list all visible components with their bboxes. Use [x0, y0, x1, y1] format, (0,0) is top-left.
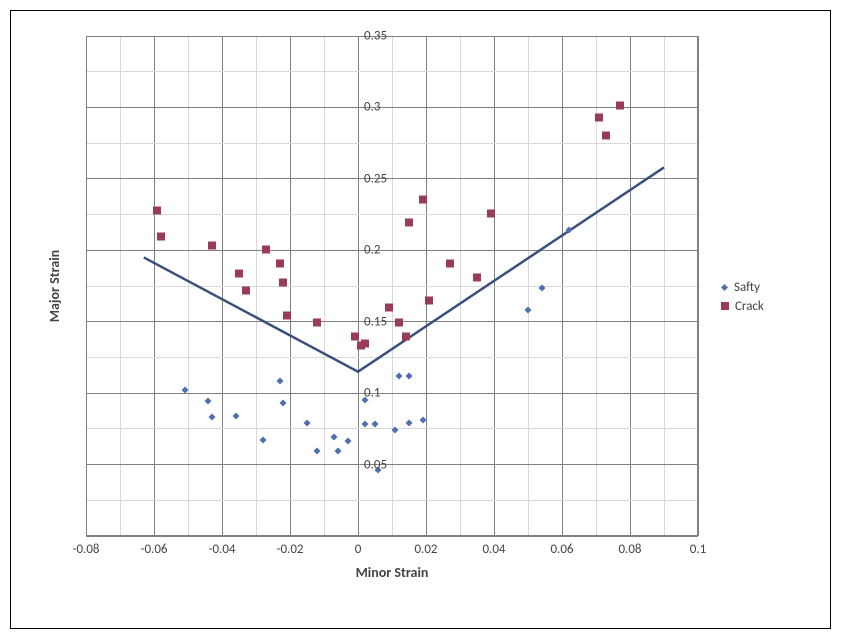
marker-crack	[279, 272, 287, 291]
gridline-y-minor	[86, 71, 698, 72]
plot-border	[86, 535, 698, 536]
plot-border	[697, 36, 698, 536]
plot-border	[86, 36, 698, 37]
marker-crack	[473, 268, 481, 287]
marker-crack	[402, 327, 410, 346]
marker-crack	[157, 227, 165, 246]
gridline-y-major	[86, 107, 698, 108]
plot-area	[86, 36, 698, 536]
marker-safty	[344, 431, 351, 450]
gridline-y-minor	[86, 286, 698, 287]
y-tick-label: 0.3	[364, 100, 380, 115]
marker-crack	[425, 291, 433, 310]
gridline-y-major	[86, 250, 698, 251]
marker-crack	[235, 264, 243, 283]
marker-safty	[259, 429, 266, 448]
gridline-y-minor	[86, 214, 698, 215]
gridline-y-minor	[86, 500, 698, 501]
y-tick-label: 0.15	[364, 314, 387, 329]
x-tick-label: 0	[355, 542, 362, 557]
x-tick-label: -0.08	[72, 542, 99, 557]
gridline-y-minor	[86, 143, 698, 144]
marker-crack	[361, 334, 369, 353]
x-tick-label: -0.04	[208, 542, 235, 557]
legend-label: Safty	[734, 280, 760, 295]
chart-outer-frame: Minor Strain Major Strain Safty Crack -0.…	[0, 0, 841, 639]
plot-border	[86, 36, 87, 536]
marker-crack	[208, 235, 216, 254]
marker-crack	[276, 254, 284, 273]
marker-safty	[280, 392, 287, 411]
marker-crack	[242, 281, 250, 300]
legend-marker-crack	[721, 299, 729, 314]
y-tick-label: 0.1	[364, 386, 380, 401]
gridline-y-minor	[86, 357, 698, 358]
marker-safty	[314, 441, 321, 460]
gridline-y-major	[86, 321, 698, 322]
gridline-y-major	[86, 178, 698, 179]
y-tick-label: 0.05	[364, 457, 387, 472]
marker-safty	[232, 405, 239, 424]
marker-safty	[565, 219, 572, 238]
marker-safty	[538, 278, 545, 297]
legend: Safty Crack	[721, 276, 764, 318]
marker-safty	[208, 407, 215, 426]
x-tick-label: 0.02	[414, 542, 437, 557]
legend-label: Crack	[735, 299, 764, 314]
legend-marker-safty	[721, 280, 728, 295]
gridline-y-minor	[86, 428, 698, 429]
marker-safty	[372, 414, 379, 433]
y-axis-title: Major Strain	[46, 236, 63, 336]
marker-safty	[276, 371, 283, 390]
marker-safty	[361, 414, 368, 433]
x-tick-label: -0.02	[276, 542, 303, 557]
marker-crack	[153, 201, 161, 220]
legend-item: Safty	[721, 280, 764, 295]
marker-safty	[334, 441, 341, 460]
gridline-y-major	[86, 393, 698, 394]
marker-safty	[406, 365, 413, 384]
legend-item: Crack	[721, 299, 764, 314]
y-tick-label: 0.2	[364, 243, 380, 258]
x-tick-label: -0.06	[140, 542, 167, 557]
x-tick-label: 0.04	[482, 542, 505, 557]
y-tick-label: 0.25	[364, 171, 387, 186]
x-tick-label: 0.06	[550, 542, 573, 557]
x-axis-title: Minor Strain	[342, 564, 442, 581]
marker-crack	[446, 254, 454, 273]
x-tick-label: 0.1	[690, 542, 706, 557]
marker-crack	[595, 108, 603, 127]
marker-crack	[602, 125, 610, 144]
gridline-y-major	[86, 464, 698, 465]
chart-frame: Minor Strain Major Strain Safty Crack -0.…	[10, 10, 831, 629]
marker-crack	[616, 95, 624, 114]
marker-crack	[357, 335, 365, 354]
marker-safty	[395, 365, 402, 384]
x-tick-label: 0.08	[618, 542, 641, 557]
y-tick-label: 0.35	[364, 29, 387, 44]
marker-safty	[331, 427, 338, 446]
